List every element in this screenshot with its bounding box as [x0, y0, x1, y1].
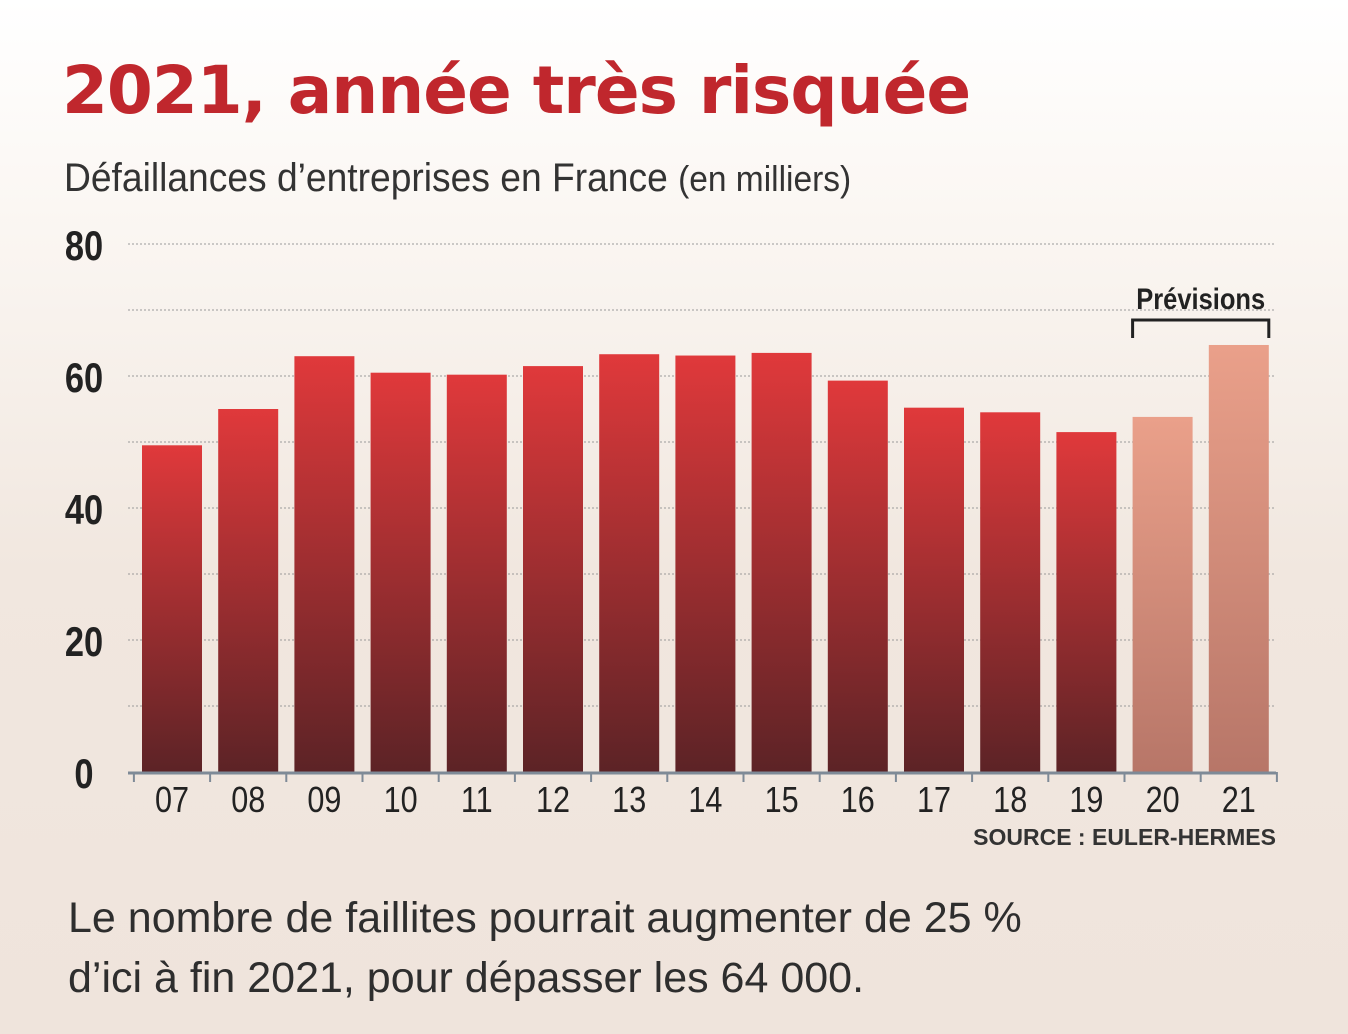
footnote: Le nombre de faillites pourrait augmente… [68, 888, 1022, 1008]
x-tick-label: 18 [993, 781, 1027, 821]
bar [370, 372, 431, 772]
bar [599, 354, 660, 772]
x-tick-label: 07 [155, 781, 189, 821]
subtitle-unit: (en milliers) [678, 158, 852, 199]
footnote-line-2: d’ici à fin 2021, pour dépasser les 64 0… [68, 954, 865, 1002]
bar [218, 409, 279, 772]
bar [294, 356, 355, 772]
x-tick-label: 09 [307, 781, 341, 821]
chart-subtitle: Défaillances d’entreprises en France (en… [64, 156, 851, 201]
x-tick-label: 08 [231, 781, 265, 821]
bar [142, 445, 202, 772]
y-tick-label: 40 [65, 487, 103, 534]
axis-labels: 0 20 40 60 80 07 08 09 10 11 12 13 14 15 16 17 18 19 20 21 [65, 223, 1256, 821]
bar [827, 380, 888, 772]
bars [142, 344, 1269, 772]
x-tick-label: 21 [1222, 781, 1256, 821]
forecast-bracket-line [1131, 318, 1271, 338]
bar [980, 412, 1041, 772]
bar [904, 407, 964, 772]
bar [675, 355, 736, 772]
x-axis [128, 771, 1278, 782]
y-tick-label: 80 [65, 223, 103, 270]
bar [446, 374, 507, 772]
x-tick-label: 11 [461, 781, 493, 821]
x-tick-label: 10 [384, 781, 418, 821]
x-tick-label: 12 [536, 781, 570, 821]
y-tick-label: 60 [65, 355, 103, 402]
footnote-line-1: Le nombre de faillites pourrait augmente… [68, 894, 1022, 942]
forecast-label: Prévisions [1136, 282, 1265, 315]
x-tick-label: 16 [841, 781, 875, 821]
bar [1056, 432, 1117, 772]
forecast-bracket: Prévisions [1131, 282, 1271, 338]
y-tick-label: 20 [65, 619, 103, 666]
x-tick-label: 13 [612, 781, 646, 821]
chart-title: 2021, année très risquée [62, 52, 971, 129]
bar [523, 366, 583, 772]
bar [751, 352, 812, 772]
x-tick-label: 17 [917, 781, 951, 821]
x-tick-label: 15 [765, 781, 799, 821]
subtitle-main: Défaillances d’entreprises en France [64, 156, 668, 200]
source-label: SOURCE : EULER-HERMES [973, 824, 1276, 850]
bar-forecast [1208, 344, 1269, 772]
y-tick-label: 0 [74, 751, 93, 798]
bar-forecast [1132, 416, 1193, 772]
x-tick-label: 19 [1069, 781, 1103, 821]
x-tick-label: 14 [688, 781, 722, 821]
x-tick-label: 20 [1146, 781, 1180, 821]
